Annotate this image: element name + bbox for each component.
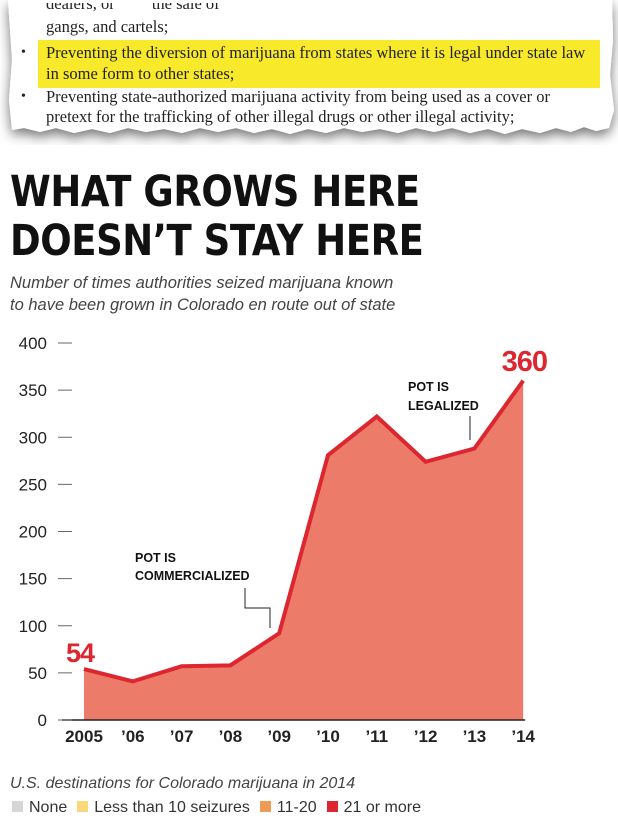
bullet-1: • (21, 45, 26, 60)
subtitle-line-2: to have been grown in Colorado en route … (10, 296, 396, 314)
x-tick-label-0: 2005 (65, 727, 103, 746)
legend-swatch-2 (259, 801, 271, 812)
headline-line-1: WHAT GROWS HERE (10, 167, 420, 217)
annotation-commercialized-line-1: POT IS (135, 551, 176, 565)
legend-item-3: 21 or more (326, 799, 422, 817)
subtitle-line-1: Number of times authorities seized marij… (10, 274, 394, 292)
annotation-commercialized-line-2: COMMERCIALIZED (135, 569, 250, 583)
legend-label-2: 11-20 (276, 799, 317, 816)
y-tick-label-350: 350 (19, 381, 47, 400)
clipping-line-2: Preventing the diversion of marijuana fr… (46, 43, 586, 62)
y-tick-label-150: 150 (19, 570, 47, 589)
y-tick-label-0: 0 (38, 711, 47, 730)
y-tick-label-100: 100 (19, 617, 47, 636)
x-tick-label-1: ’06 (121, 727, 145, 746)
y-tick-label-250: 250 (19, 475, 47, 494)
value-label-first: 54 (66, 638, 95, 668)
legend-title: U.S. destinations for Colorado marijuana… (10, 775, 356, 792)
annotation-legalized-line-2: LEGALIZED (408, 399, 479, 413)
legend-item-0: None (12, 799, 67, 817)
clipping-line-4: Preventing state-authorized marijuana ac… (46, 87, 550, 106)
value-label-last: 360 (502, 346, 547, 378)
x-tick-label-8: ’13 (463, 727, 487, 746)
series-line (83, 379, 525, 684)
legend-swatch-3 (326, 801, 338, 812)
legend-label-3: 21 or more (343, 799, 422, 816)
clipping-line-partial: dealers, or the sale of (46, 0, 220, 13)
y-tick-label-50: 50 (28, 664, 47, 683)
y-tick-label-400: 400 (19, 334, 47, 353)
annotation-legalized-line-1: POT IS (408, 380, 449, 394)
headline-line-2: DOESN’T STAY HERE (10, 216, 424, 266)
chart-subtitle: Number of times authorities seized marij… (10, 272, 395, 316)
legend-swatch-1 (77, 801, 89, 812)
annotation-commercialized-leader (244, 588, 271, 628)
x-tick-label-5: ’10 (316, 727, 340, 746)
legend-item-2: 11-20 (259, 799, 317, 817)
clipping-line-3: in some form to other states; (46, 64, 235, 83)
headline: WHAT GROWS HERE DOESN’T STAY HERE (10, 167, 424, 266)
x-tick-label-9: ’14 (511, 727, 535, 746)
area-chart: 0 50 100 150 200 250 300 350 400 2005 ’06 ’07 ’08 ’09… (19, 334, 548, 746)
clipping-line-5: pretext for the trafficking of other ill… (46, 107, 515, 126)
bullet-2: • (21, 89, 26, 104)
legend-item-1: Less than 10 seizures (77, 799, 250, 817)
x-tick-label-7: ’12 (414, 727, 438, 746)
x-tick-label-4: ’09 (267, 727, 291, 746)
legend: None Less than 10 seizures 11-20 21 or more (12, 799, 431, 817)
legend-label-0: None (29, 799, 68, 816)
x-tick-label-2: ’07 (170, 727, 194, 746)
x-tick-label-3: ’08 (219, 727, 243, 746)
x-tick-label-6: ’11 (365, 727, 388, 746)
legend-swatch-0 (12, 801, 23, 812)
y-tick-label-300: 300 (19, 428, 47, 447)
document-clipping: dealers, or the sale of gangs, and carte… (0, 0, 618, 145)
y-tick-label-200: 200 (19, 523, 47, 542)
legend-label-1: Less than 10 seizures (94, 799, 250, 816)
highlight (38, 40, 600, 88)
clipping-line-1: gangs, and cartels; (46, 17, 169, 36)
